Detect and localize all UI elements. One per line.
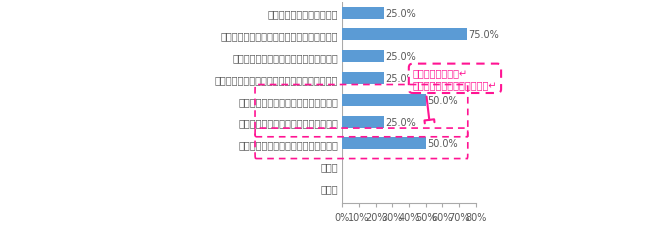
Text: 25.0%: 25.0% bbox=[385, 52, 416, 62]
Bar bbox=[342, 73, 384, 85]
Bar bbox=[342, 29, 467, 41]
Bar bbox=[342, 8, 384, 20]
Text: 25.0%: 25.0% bbox=[385, 9, 416, 19]
Text: 他の職域と違い、↵
コミュニケーションに課题有↵: 他の職域と違い、↵ コミュニケーションに課题有↵ bbox=[413, 68, 497, 124]
Bar bbox=[342, 51, 384, 63]
Bar bbox=[342, 94, 425, 106]
Text: 25.0%: 25.0% bbox=[385, 74, 416, 84]
Bar bbox=[342, 138, 425, 150]
Text: 75.0%: 75.0% bbox=[468, 30, 499, 40]
Bar bbox=[342, 116, 384, 128]
Text: 50.0%: 50.0% bbox=[427, 139, 458, 149]
Text: 50.0%: 50.0% bbox=[427, 95, 458, 105]
Text: 25.0%: 25.0% bbox=[385, 117, 416, 127]
